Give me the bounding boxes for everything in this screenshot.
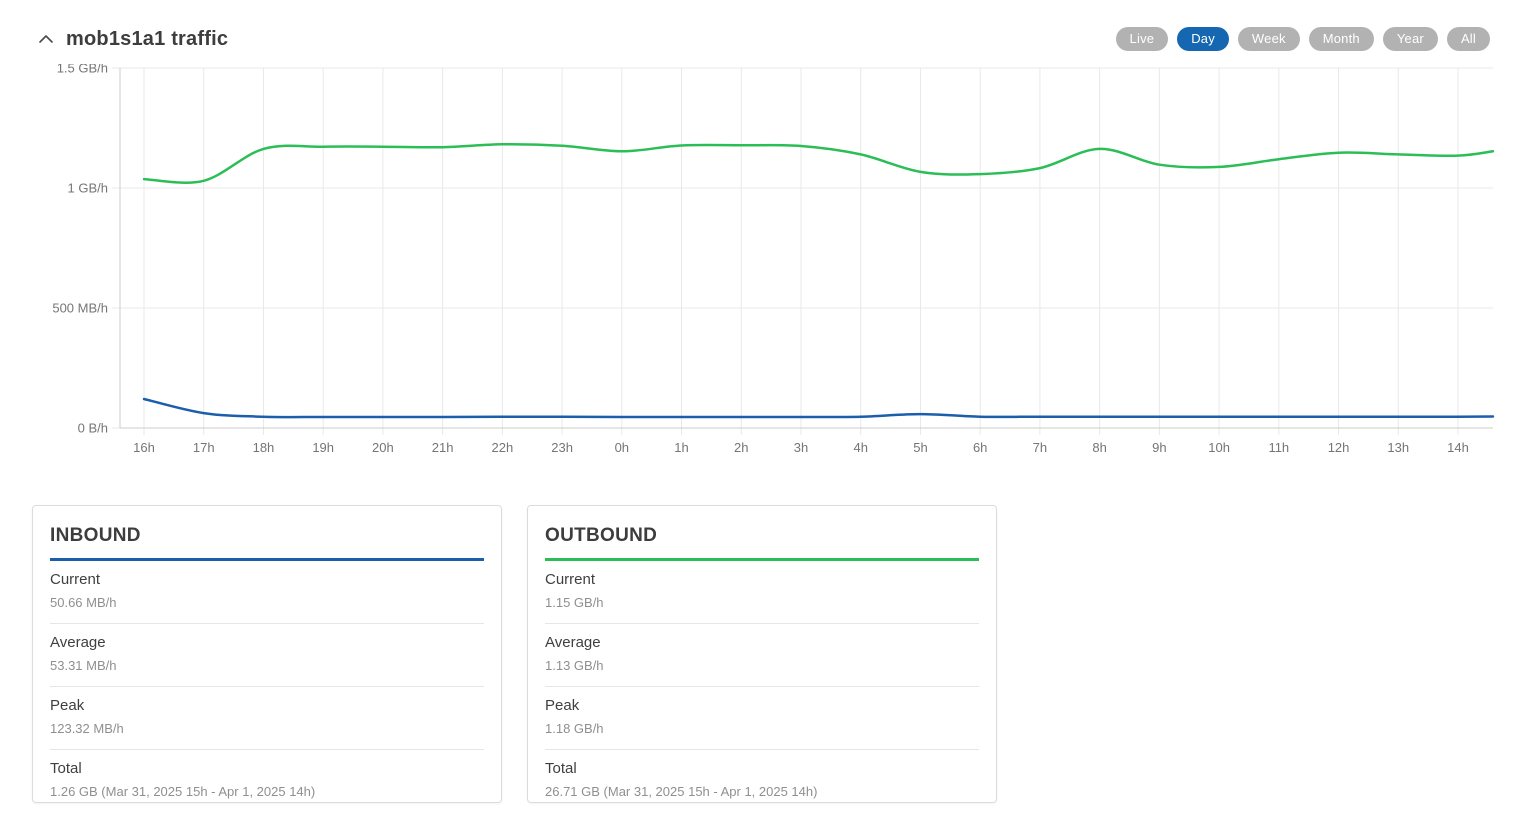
outbound-card-title: OUTBOUND <box>545 525 658 546</box>
stat-label: Current <box>50 571 101 588</box>
svg-text:5h: 5h <box>913 440 927 455</box>
svg-text:14h: 14h <box>1447 440 1469 455</box>
time-range-selector: Live Day Week Month Year All <box>1115 27 1490 51</box>
stat-value: 123.32 MB/h <box>50 721 124 736</box>
stat-row-average: Average 1.13 GB/h <box>545 623 979 686</box>
collapse-chevron-icon[interactable] <box>36 31 56 47</box>
stat-value: 53.31 MB/h <box>50 658 117 673</box>
svg-text:11h: 11h <box>1268 440 1289 455</box>
stat-value: 1.13 GB/h <box>545 658 604 673</box>
traffic-chart: 1.5 GB/h 1 GB/h 500 MB/h 0 B/h 16h 17h 18h 19h 2… <box>0 64 1526 472</box>
inbound-card: INBOUND Current 50.66 MB/h Average 53.31… <box>32 505 502 803</box>
svg-text:9h: 9h <box>1152 440 1166 455</box>
svg-text:18h: 18h <box>253 440 275 455</box>
svg-text:16h: 16h <box>133 440 155 455</box>
svg-text:2h: 2h <box>734 440 748 455</box>
stat-label: Current <box>545 571 596 588</box>
stat-label: Average <box>545 634 601 651</box>
range-button-week[interactable]: Week <box>1237 27 1300 51</box>
svg-text:19h: 19h <box>312 440 334 455</box>
stat-label: Peak <box>50 697 85 714</box>
svg-text:6h: 6h <box>973 440 987 455</box>
range-button-all[interactable]: All <box>1446 27 1490 51</box>
svg-text:7h: 7h <box>1033 440 1047 455</box>
svg-text:10h: 10h <box>1208 440 1230 455</box>
svg-text:22h: 22h <box>492 440 514 455</box>
range-button-day[interactable]: Day <box>1177 27 1229 51</box>
svg-text:13h: 13h <box>1387 440 1409 455</box>
outbound-accent-rule <box>545 558 979 561</box>
stat-label: Average <box>50 634 106 651</box>
outbound-rows: Current 1.15 GB/h Average 1.13 GB/h Peak… <box>545 561 979 812</box>
svg-text:21h: 21h <box>432 440 454 455</box>
stat-row-total: Total 1.26 GB (Mar 31, 2025 15h - Apr 1,… <box>50 749 484 812</box>
svg-text:23h: 23h <box>551 440 573 455</box>
stat-label: Total <box>50 760 82 777</box>
panel-header: mob1s1a1 traffic Live Day Week Month Yea… <box>0 0 1526 52</box>
svg-text:500 MB/h: 500 MB/h <box>52 301 108 316</box>
svg-text:12h: 12h <box>1328 440 1350 455</box>
svg-text:8h: 8h <box>1092 440 1106 455</box>
svg-text:1 GB/h: 1 GB/h <box>68 181 108 196</box>
stat-value: 1.26 GB (Mar 31, 2025 15h - Apr 1, 2025 … <box>50 784 316 799</box>
inbound-card-title: INBOUND <box>50 525 141 546</box>
svg-text:4h: 4h <box>853 440 867 455</box>
stat-row-average: Average 53.31 MB/h <box>50 623 484 686</box>
page-title: mob1s1a1 traffic <box>66 27 229 50</box>
stats-cards: INBOUND Current 50.66 MB/h Average 53.31… <box>0 505 1526 803</box>
stat-value: 50.66 MB/h <box>50 595 117 610</box>
svg-text:0h: 0h <box>615 440 629 455</box>
range-button-live[interactable]: Live <box>1115 27 1169 51</box>
inbound-accent-rule <box>50 558 484 561</box>
stat-label: Peak <box>545 697 580 714</box>
stat-row-current: Current 50.66 MB/h <box>50 561 484 623</box>
stat-value: 1.15 GB/h <box>545 595 604 610</box>
svg-text:1.5 GB/h: 1.5 GB/h <box>57 64 108 76</box>
stat-label: Total <box>545 760 577 777</box>
svg-text:1h: 1h <box>674 440 688 455</box>
outbound-card: OUTBOUND Current 1.15 GB/h Average 1.13 … <box>527 505 997 803</box>
range-button-month[interactable]: Month <box>1308 27 1374 51</box>
traffic-chart-svg: 1.5 GB/h 1 GB/h 500 MB/h 0 B/h 16h 17h 18h 19h 2… <box>52 64 1495 455</box>
stat-row-peak: Peak 123.32 MB/h <box>50 686 484 749</box>
svg-text:17h: 17h <box>193 440 215 455</box>
stat-row-total: Total 26.71 GB (Mar 31, 2025 15h - Apr 1… <box>545 749 979 812</box>
stat-row-current: Current 1.15 GB/h <box>545 561 979 623</box>
stat-value: 1.18 GB/h <box>545 721 604 736</box>
stat-value: 26.71 GB (Mar 31, 2025 15h - Apr 1, 2025… <box>545 784 818 799</box>
inbound-rows: Current 50.66 MB/h Average 53.31 MB/h Pe… <box>50 561 484 812</box>
svg-text:3h: 3h <box>794 440 808 455</box>
range-button-year[interactable]: Year <box>1382 27 1438 51</box>
stat-row-peak: Peak 1.18 GB/h <box>545 686 979 749</box>
svg-text:20h: 20h <box>372 440 394 455</box>
svg-text:0 B/h: 0 B/h <box>78 421 108 436</box>
